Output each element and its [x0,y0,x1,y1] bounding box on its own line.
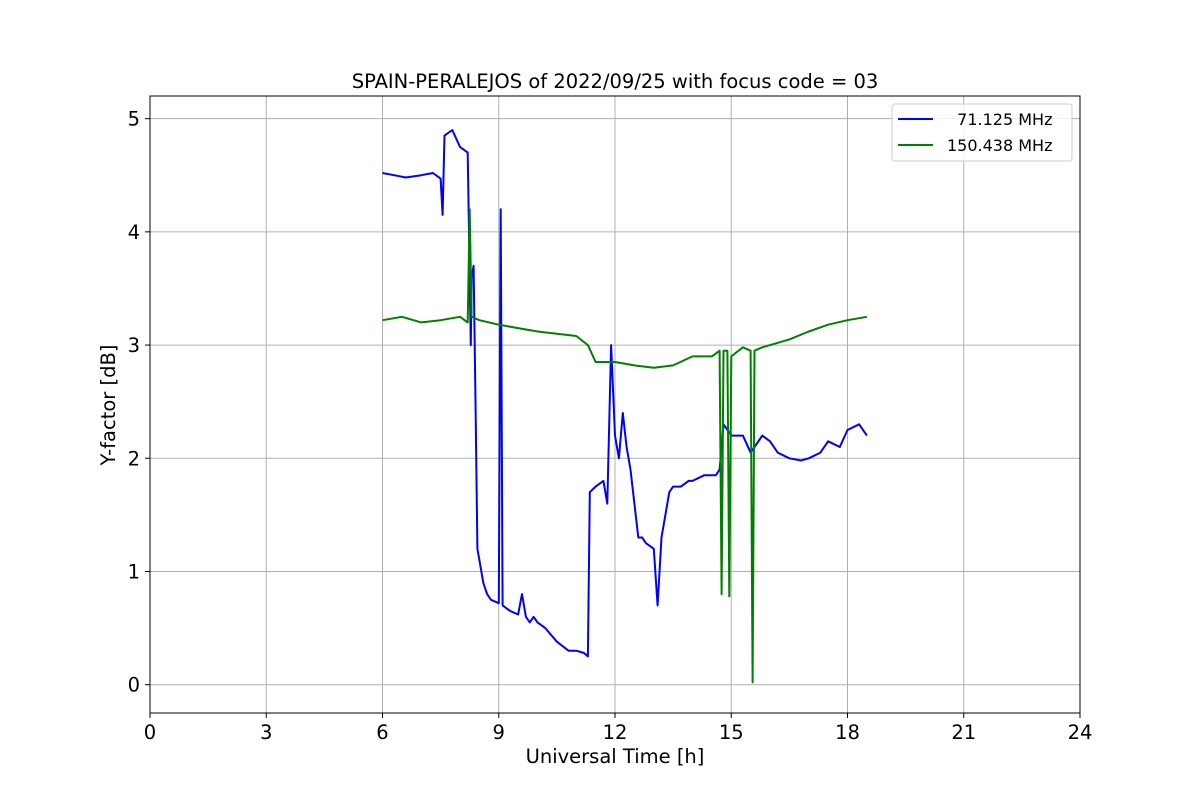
x-tick-label: 12 [603,721,628,744]
legend-label-150mhz: 150.438 MHz [947,136,1052,155]
legend: 71.125 MHz 150.438 MHz [891,103,1073,162]
x-tick-label: 3 [260,721,272,744]
x-axis-ticks: 0 3 6 9 12 15 18 21 24 [144,713,1093,744]
x-tick-label: 18 [835,721,860,744]
x-tick-label: 9 [493,721,505,744]
chart-title: SPAIN-PERALEJOS of 2022/09/25 with focus… [352,70,879,93]
series-line-1 [382,208,868,684]
x-tick-label: 15 [719,721,744,744]
legend-box [891,103,1073,162]
x-tick-label: 6 [376,721,388,744]
y-tick-label: 5 [128,108,140,131]
plot-area [382,129,868,684]
legend-label-71mhz: 71.125 MHz [947,110,1052,129]
y-tick-label: 3 [128,334,140,357]
y-axis-label: Y-factor [dB] [97,345,120,467]
x-tick-label: 0 [144,721,156,744]
x-tick-label: 24 [1068,721,1093,744]
x-axis-label: Universal Time [h] [526,745,705,768]
x-tick-label: 21 [951,721,976,744]
y-tick-label: 2 [128,447,140,470]
y-tick-label: 4 [128,221,140,244]
y-tick-label: 1 [128,560,140,583]
y-axis-ticks: 0 1 2 3 4 5 [128,108,150,697]
y-tick-label: 0 [128,674,140,697]
